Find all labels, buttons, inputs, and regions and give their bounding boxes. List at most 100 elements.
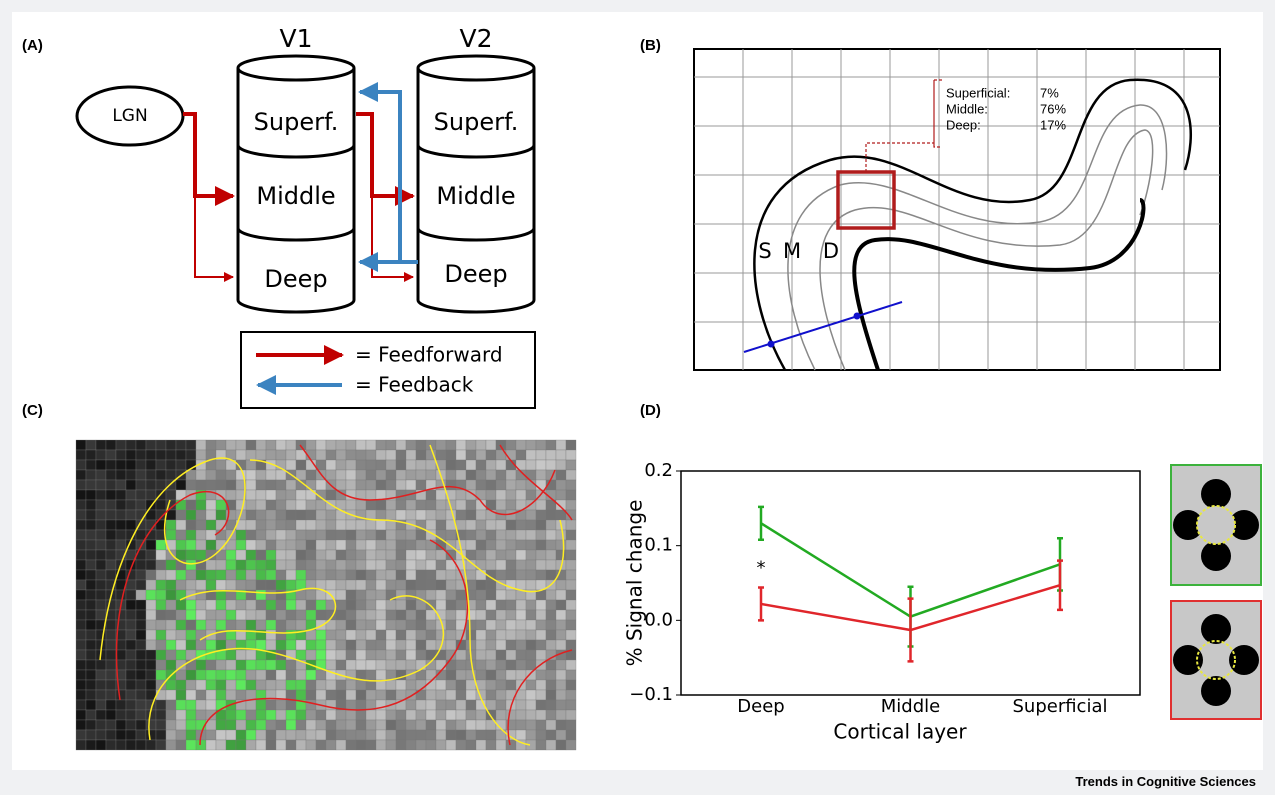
voxel — [115, 719, 127, 731]
voxel — [405, 739, 417, 751]
voxel — [465, 499, 477, 511]
voxel — [505, 609, 517, 621]
voxel — [175, 579, 187, 591]
voxel — [185, 599, 197, 611]
voxel — [75, 479, 87, 491]
voxel — [445, 709, 457, 721]
voxel — [295, 539, 307, 551]
voxel — [495, 649, 507, 661]
voxel — [305, 689, 317, 701]
voxel — [475, 459, 487, 471]
voxel — [535, 599, 547, 611]
voxel — [255, 619, 267, 631]
voxel — [295, 559, 307, 571]
voxel — [235, 729, 247, 741]
voxel — [145, 449, 157, 461]
voxel — [455, 599, 467, 611]
voxel — [485, 689, 497, 701]
voxel — [285, 459, 297, 471]
voxel — [565, 499, 577, 511]
voxel — [515, 559, 527, 571]
voxel — [115, 699, 127, 711]
voxel — [495, 679, 507, 691]
voxel — [465, 699, 477, 711]
voxel — [225, 729, 237, 741]
voxel — [135, 469, 147, 481]
voxel — [485, 559, 497, 571]
voxel — [345, 699, 357, 711]
voxel — [245, 739, 257, 751]
voxel — [195, 699, 207, 711]
voxel — [535, 559, 547, 571]
voxel — [325, 569, 337, 581]
voxel — [155, 629, 167, 641]
voxel — [395, 439, 407, 451]
voxel — [275, 729, 287, 741]
voxel — [305, 629, 317, 641]
voxel — [455, 699, 467, 711]
voxel — [95, 499, 107, 511]
voxel — [235, 559, 247, 571]
voxel — [245, 649, 257, 661]
voxel — [305, 569, 317, 581]
voxel — [505, 519, 517, 531]
voxel — [135, 559, 147, 571]
voxel — [245, 729, 257, 741]
voxel — [475, 569, 487, 581]
voxel — [495, 529, 507, 541]
voxel — [335, 479, 347, 491]
legend-box — [240, 331, 536, 409]
voxel — [255, 489, 267, 501]
voxel — [325, 519, 337, 531]
voxel — [285, 449, 297, 461]
voxel — [515, 489, 527, 501]
voxel — [75, 449, 87, 461]
voxel — [265, 499, 277, 511]
voxel — [435, 449, 447, 461]
voxel — [275, 719, 287, 731]
voxel — [535, 569, 547, 581]
voxel — [335, 609, 347, 621]
voxel — [505, 669, 517, 681]
voxel — [345, 659, 357, 671]
voxel — [295, 589, 307, 601]
voxel — [265, 609, 277, 621]
voxel — [555, 699, 567, 711]
voxel — [85, 669, 97, 681]
voxel — [565, 699, 577, 711]
voxel — [435, 489, 447, 501]
voxel — [335, 689, 347, 701]
feedforward-arrow — [183, 112, 235, 206]
voxel — [445, 619, 457, 631]
layer-divider — [236, 144, 356, 242]
voxel — [95, 569, 107, 581]
voxel — [125, 439, 137, 451]
voxel — [415, 529, 427, 541]
x-tick-label: Middle — [881, 696, 940, 717]
layer-letter: M — [783, 239, 801, 263]
voxel — [565, 669, 577, 681]
proportion-name: Deep: — [946, 117, 981, 132]
voxel — [85, 559, 97, 571]
voxel — [545, 549, 557, 561]
voxel — [385, 609, 397, 621]
voxel — [425, 619, 437, 631]
voxel — [405, 539, 417, 551]
voxel — [305, 529, 317, 541]
voxel — [115, 439, 127, 451]
voxel — [345, 609, 357, 621]
voxel — [275, 709, 287, 721]
voxel — [265, 729, 277, 741]
voxel — [325, 439, 337, 451]
voxel — [385, 529, 397, 541]
voxel — [545, 509, 557, 521]
voxel — [245, 719, 257, 731]
voxel — [205, 739, 217, 751]
y-tick-label: 0.1 — [644, 535, 673, 556]
voxel — [365, 739, 377, 751]
voxel — [215, 639, 227, 651]
voxel — [465, 709, 477, 721]
voxel — [135, 689, 147, 701]
voxel — [505, 599, 517, 611]
voxel — [185, 739, 197, 751]
